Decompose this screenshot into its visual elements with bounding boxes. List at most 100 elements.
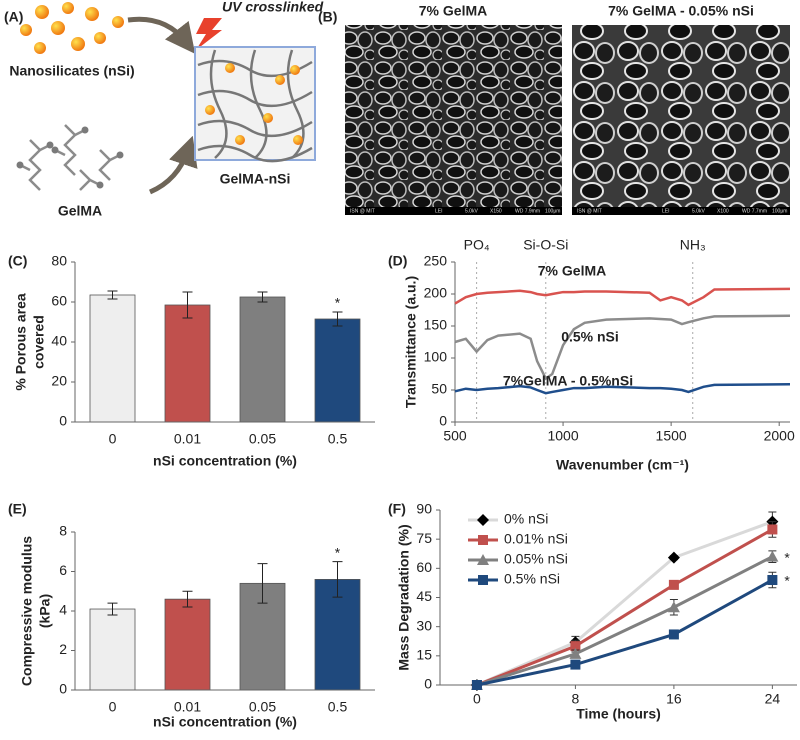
x-tick-label: 0.01 (174, 431, 201, 447)
gelma-groups (16, 126, 124, 189)
error-bar (107, 290, 118, 300)
x-axis-label: nSi concentration (%) (153, 714, 297, 730)
info-text: 100μm (545, 208, 560, 214)
marker (668, 629, 679, 640)
bar (164, 304, 211, 423)
composite-label: GelMA-nSi (220, 171, 291, 187)
y-tick-label: 30 (416, 617, 432, 633)
bar (89, 294, 136, 423)
marker (569, 647, 582, 659)
info-bar (345, 207, 562, 215)
y-tick-label: 0 (439, 413, 447, 429)
x-tick-label: 2000 (764, 428, 795, 444)
x-tick-label: 0.5 (328, 699, 348, 715)
panel-label: (B) (318, 9, 337, 25)
y-tick-label: 150 (424, 317, 448, 333)
annotation: * (335, 295, 341, 311)
x-axis-label: nSi concentration (%) (153, 453, 297, 469)
marker (570, 641, 581, 652)
error-bar (182, 590, 193, 608)
info-text: ISN @ MIT (577, 208, 602, 214)
info-text: WD 7.7mm (742, 208, 767, 214)
info-text: 5.0kV (465, 208, 478, 214)
marker (668, 579, 679, 590)
series-line (476, 555, 774, 687)
bar (314, 318, 361, 423)
error-bar (332, 561, 343, 598)
y-tick-label: 20 (51, 373, 67, 389)
chart: (D) 0 50 100 150 200 250 Transmittance (a.u.) Wa… (388, 237, 795, 473)
info-text: 100μm (772, 208, 787, 214)
sem-image (572, 25, 790, 215)
x-tick-label: 1000 (547, 428, 578, 444)
y-tick-label: 45 (416, 588, 432, 604)
marker (667, 551, 680, 564)
arrow (127, 16, 196, 54)
error-bar (182, 291, 193, 319)
sem-image (345, 25, 562, 215)
arrow (148, 135, 198, 195)
y-tick-label: 0 (59, 681, 67, 697)
y-tick-label: 60 (51, 293, 67, 309)
peak-label: NH₃ (680, 237, 706, 253)
series-label: 0.5% nSi (561, 329, 619, 345)
chart: (C) 0 20 40 60 80 % Porous area covered nSi conc… (8, 253, 375, 469)
marker (767, 575, 778, 585)
legend-marker (478, 575, 488, 585)
bar (239, 296, 286, 423)
legend-label: 0.05% nSi (504, 551, 568, 567)
bar (314, 579, 361, 691)
y-tick-label: 2 (59, 641, 67, 657)
series-label: 7%GelMA - 0.5%nSi (503, 373, 633, 389)
marker (471, 680, 482, 690)
panel-label: (D) (388, 253, 407, 269)
uv-label: UV crosslinked (222, 0, 324, 15)
x-tick-label: 0.05 (249, 431, 276, 447)
legend-label: 0.5% nSi (504, 571, 560, 587)
peak-label: PO₄ (464, 237, 490, 253)
image-title: 7% GelMA - 0.05% nSi (608, 3, 754, 19)
error-bar (257, 563, 268, 604)
legend-label: 0.01% nSi (504, 531, 568, 547)
image-title: 7% GelMA (419, 3, 487, 19)
annotation: * (335, 544, 341, 560)
panel-label: (C) (8, 253, 27, 269)
series-line (454, 314, 791, 381)
uv-bolt (196, 18, 222, 50)
bar (164, 598, 211, 691)
panel-label: (E) (8, 501, 27, 517)
y-axis-label: (kPa) (37, 594, 53, 628)
legend-label: 0% nSi (504, 511, 548, 527)
gelma-molecules (19, 124, 121, 191)
series-label: 7% GelMA (538, 263, 606, 279)
legend-marker (478, 535, 488, 545)
x-tick-label: 0.05 (249, 699, 276, 715)
peak-label: Si-O-Si (523, 237, 568, 253)
nanoparticles (20, 2, 124, 54)
info-text: X100 (717, 208, 729, 214)
series-line (476, 520, 773, 687)
series-line (454, 287, 791, 307)
marker (766, 550, 779, 562)
y-tick-label: 0 (59, 413, 67, 429)
info-text: 5.0kV (692, 208, 705, 214)
y-tick-label: 0 (424, 676, 432, 692)
nanosilicates-label: Nanosilicates (nSi) (9, 63, 134, 79)
bar (89, 608, 136, 691)
y-tick-label: 4 (59, 602, 67, 618)
x-tick-label: 0.5 (328, 431, 348, 447)
y-tick-label: 50 (431, 381, 447, 397)
error-bar (332, 311, 343, 327)
panel-b: (B) 7% GelMA 7% GelMA - 0.05% nSi ISN @ … (318, 3, 790, 215)
info-text: LEI (435, 208, 443, 214)
y-tick-label: 250 (424, 253, 448, 269)
marker (667, 601, 680, 613)
x-tick-label: 24 (765, 691, 781, 707)
bar (239, 582, 286, 691)
x-tick-label: 500 (443, 428, 467, 444)
x-axis-label: Wavenumber (cm⁻¹) (556, 457, 689, 473)
x-tick-label: 16 (666, 691, 682, 707)
error-bar (257, 291, 268, 303)
